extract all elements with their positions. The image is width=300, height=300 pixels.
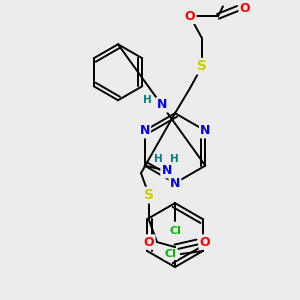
Text: H: H [143, 95, 152, 105]
Text: Cl: Cl [169, 226, 181, 236]
Text: H: H [170, 154, 179, 164]
Text: O: O [200, 236, 210, 249]
Text: O: O [240, 2, 250, 15]
Text: S: S [144, 188, 154, 202]
Text: N: N [157, 98, 167, 112]
Text: H: H [154, 154, 163, 164]
Text: N: N [200, 124, 211, 137]
Text: Cl: Cl [165, 249, 177, 259]
Text: S: S [197, 59, 207, 73]
Text: N: N [161, 164, 172, 177]
Text: N: N [140, 124, 150, 137]
Text: O: O [185, 10, 195, 23]
Text: N: N [170, 177, 180, 190]
Text: O: O [144, 236, 154, 249]
